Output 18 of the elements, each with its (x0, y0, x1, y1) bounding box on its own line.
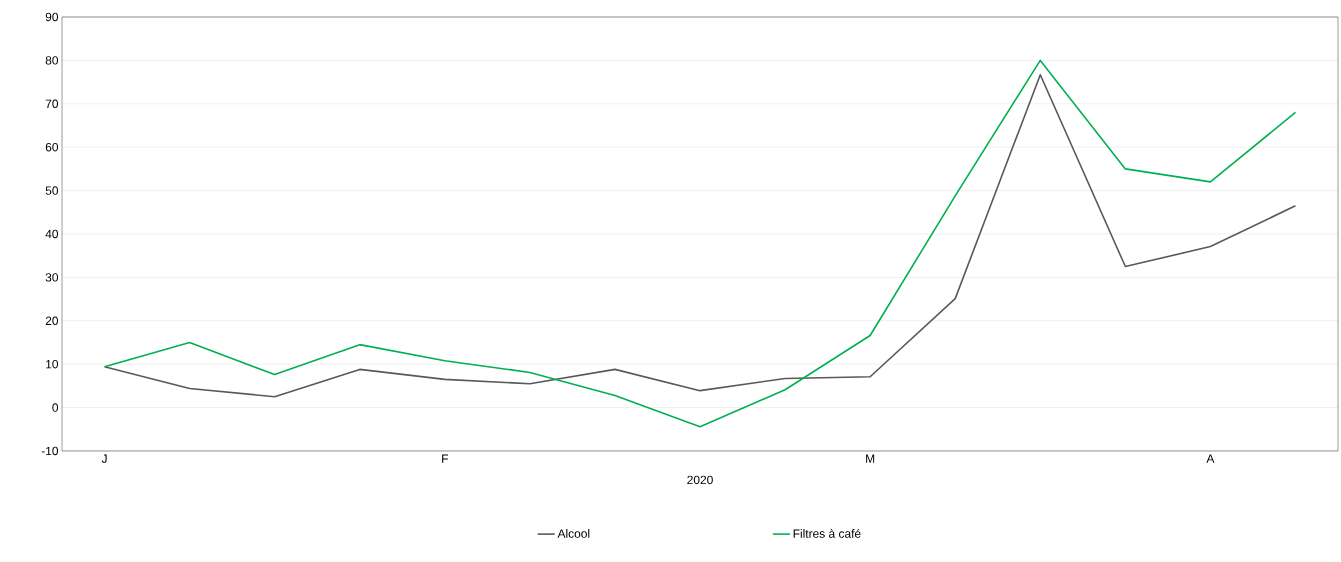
legend-label: Alcool (557, 529, 590, 538)
y-tick-label: 0 (52, 403, 59, 412)
x-tick-label: J (101, 454, 107, 463)
x-tick-label: M (866, 454, 875, 463)
x-tick-label: F (442, 454, 448, 463)
y-tick-label: -10 (41, 446, 59, 456)
y-tick-label: 60 (45, 142, 59, 152)
x-tick-label: A (1206, 454, 1215, 463)
y-tick-label: 70 (45, 99, 59, 109)
y-tick-label: 20 (45, 316, 59, 326)
y-tick-label: 10 (46, 359, 59, 369)
y-tick-label: 80 (45, 56, 59, 65)
y-tick-label: 30 (45, 273, 59, 282)
y-tick-label: 50 (45, 186, 59, 195)
legend-label: Filtres à café (793, 528, 861, 538)
y-tick-label: 40 (45, 229, 59, 239)
x-axis-title: 2020 (687, 475, 713, 485)
y-tick-label: 90 (45, 12, 59, 22)
